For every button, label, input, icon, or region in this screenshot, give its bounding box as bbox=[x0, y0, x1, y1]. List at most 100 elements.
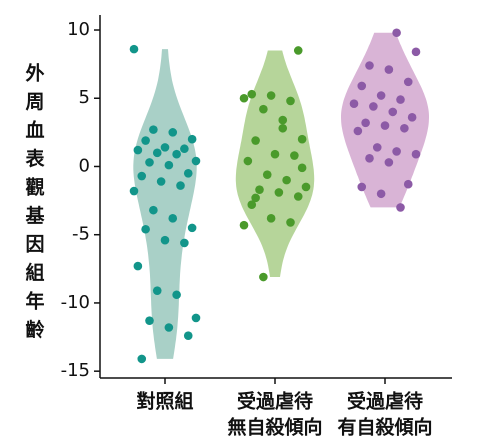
data-point bbox=[293, 192, 303, 201]
data-point bbox=[365, 61, 374, 70]
data-point bbox=[396, 203, 405, 212]
data-point bbox=[183, 331, 193, 340]
data-point bbox=[286, 218, 295, 227]
y-axis-label: 組 bbox=[25, 261, 44, 284]
data-point bbox=[365, 153, 374, 163]
data-point bbox=[286, 96, 295, 106]
data-point bbox=[297, 134, 307, 144]
y-axis-label: 外 bbox=[25, 62, 44, 85]
data-point bbox=[255, 185, 264, 194]
data-point bbox=[372, 143, 382, 152]
data-point bbox=[376, 91, 386, 100]
data-point bbox=[137, 354, 147, 364]
data-point bbox=[392, 28, 401, 38]
data-point bbox=[152, 148, 162, 158]
data-point bbox=[152, 286, 162, 295]
y-axis-label: 血 bbox=[25, 119, 44, 142]
data-point bbox=[266, 214, 276, 223]
data-point bbox=[301, 182, 311, 192]
data-point bbox=[349, 99, 359, 109]
data-point bbox=[290, 151, 299, 160]
y-tick-label: 5 bbox=[79, 87, 90, 108]
data-point bbox=[160, 235, 170, 245]
y-axis-label: 齡 bbox=[25, 318, 44, 341]
data-point bbox=[361, 118, 370, 128]
data-point bbox=[164, 323, 174, 332]
data-point bbox=[403, 77, 413, 87]
data-point bbox=[149, 205, 158, 215]
y-tick-label: -5 bbox=[72, 224, 90, 245]
data-point bbox=[191, 313, 201, 323]
data-point bbox=[133, 145, 143, 155]
x-tick-label: 無自殺傾向 bbox=[227, 416, 322, 439]
data-point bbox=[168, 214, 178, 223]
data-point bbox=[282, 175, 291, 185]
data-point bbox=[129, 44, 139, 54]
data-point bbox=[380, 121, 390, 130]
data-point bbox=[357, 81, 367, 91]
data-point bbox=[411, 47, 421, 57]
data-point bbox=[376, 189, 386, 199]
data-point bbox=[278, 115, 288, 125]
data-point bbox=[262, 170, 272, 179]
data-point bbox=[183, 169, 193, 178]
x-tick-label: 受過虐待 bbox=[237, 390, 313, 413]
data-point bbox=[396, 95, 405, 104]
data-point bbox=[145, 158, 154, 167]
data-point bbox=[156, 177, 166, 186]
data-point bbox=[172, 149, 181, 159]
x-tick-label: 受過虐待 bbox=[347, 390, 423, 413]
data-point bbox=[180, 144, 189, 154]
y-axis-label: 因 bbox=[25, 234, 44, 256]
data-point bbox=[274, 188, 284, 197]
data-point bbox=[388, 107, 398, 117]
data-point bbox=[357, 182, 367, 192]
data-point bbox=[392, 147, 401, 156]
data-point bbox=[297, 163, 307, 173]
data-point bbox=[180, 238, 189, 248]
y-tick-label: 10 bbox=[67, 19, 90, 40]
data-point bbox=[168, 128, 178, 137]
x-tick-label: 有自殺傾向 bbox=[337, 416, 432, 439]
data-point bbox=[407, 113, 417, 122]
data-point bbox=[247, 200, 257, 209]
data-point bbox=[251, 193, 260, 203]
y-tick-label: -10 bbox=[61, 292, 90, 313]
data-point bbox=[384, 158, 394, 167]
data-point bbox=[259, 272, 268, 282]
data-point bbox=[247, 89, 257, 99]
data-point bbox=[403, 179, 413, 189]
data-point bbox=[266, 91, 276, 100]
data-point bbox=[160, 143, 170, 152]
data-point bbox=[149, 125, 158, 134]
violin bbox=[235, 50, 315, 277]
data-point bbox=[369, 102, 378, 111]
data-point bbox=[239, 93, 249, 103]
data-point bbox=[400, 123, 409, 133]
data-point bbox=[278, 123, 288, 133]
data-point bbox=[164, 160, 174, 170]
data-point bbox=[187, 223, 197, 233]
violin bbox=[341, 32, 429, 208]
data-point bbox=[270, 149, 280, 159]
data-point bbox=[137, 171, 147, 181]
y-axis-label: 基 bbox=[24, 204, 45, 227]
data-point bbox=[259, 104, 268, 114]
y-axis-label: 周 bbox=[25, 91, 44, 113]
x-tick-label: 對照組 bbox=[136, 390, 193, 413]
data-point bbox=[239, 220, 249, 230]
data-point bbox=[129, 186, 139, 196]
data-point bbox=[187, 134, 197, 144]
y-axis-label: 年 bbox=[25, 290, 44, 313]
y-axis-label: 表 bbox=[25, 147, 45, 170]
y-axis-label: 觀 bbox=[25, 177, 44, 199]
data-point bbox=[353, 126, 363, 136]
data-point bbox=[141, 136, 150, 145]
y-tick-label: 0 bbox=[79, 155, 90, 176]
data-point bbox=[384, 65, 394, 74]
y-tick-label: -15 bbox=[61, 360, 90, 381]
data-point bbox=[243, 156, 253, 166]
data-point bbox=[133, 261, 143, 271]
data-point bbox=[293, 46, 303, 55]
